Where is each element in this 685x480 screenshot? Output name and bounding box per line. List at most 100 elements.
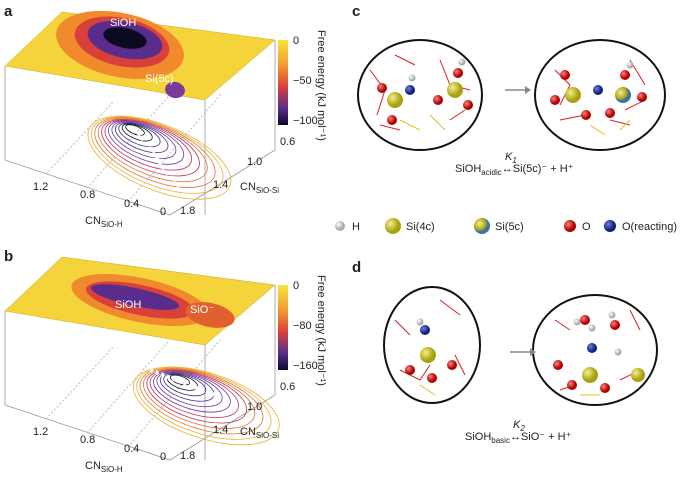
colorbar-tick-label: 0 — [293, 35, 299, 47]
reactant: SiOH — [455, 163, 481, 175]
colorbar-tick-label: 0 — [293, 280, 299, 292]
axis-label-main: CN — [85, 460, 101, 472]
y-tick-label: 1.4 — [213, 424, 228, 436]
axis-label: CNSiO-H — [85, 460, 123, 474]
panel-label: a — [4, 3, 13, 20]
floor-grid — [45, 100, 115, 175]
surface-region — [185, 302, 235, 328]
contour — [111, 121, 177, 159]
colorbar-title: Free energy (kJ mol⁻¹) — [315, 275, 327, 386]
x-tick-label: 1.2 — [33, 181, 48, 193]
x-tick-label: 0 — [160, 451, 166, 463]
contour — [153, 371, 231, 413]
legend-label: H — [352, 221, 360, 233]
y-tick-label: 1.0 — [247, 156, 262, 168]
legend-label: O — [582, 221, 591, 233]
contour — [118, 122, 161, 148]
contour — [121, 123, 153, 142]
surface-region — [165, 81, 185, 99]
contour — [139, 368, 264, 435]
contour — [132, 366, 280, 446]
y-tick-label: 1.4 — [213, 179, 228, 191]
axis-label: CNSiO-H — [85, 215, 123, 229]
colorbar-tick-label: −160 — [293, 360, 318, 372]
contour — [146, 369, 248, 424]
products: Si(5c)⁻ + H⁺ — [513, 163, 574, 175]
surface-label: Si(5c) — [145, 73, 174, 85]
x-tick-label: 0.4 — [124, 443, 139, 455]
colorbar-tick-label: −80 — [293, 320, 312, 332]
contour — [163, 373, 207, 397]
axis-label: CNSiO-Si — [240, 426, 279, 440]
colorbar-tick-label: −50 — [293, 75, 312, 87]
atoms — [377, 58, 647, 125]
x-tick-label: 0.8 — [80, 434, 95, 446]
axis-label: CNSiO-Si — [240, 181, 279, 195]
k: K — [513, 419, 521, 431]
subscript: 2 — [519, 424, 525, 433]
x-tick-label: 1.2 — [33, 426, 48, 438]
contour — [90, 116, 224, 194]
contour — [104, 119, 192, 171]
panel-label: c — [352, 3, 360, 20]
panel-label: d — [352, 259, 361, 276]
contour — [108, 120, 185, 165]
axis-label-sub: SiO-H — [101, 220, 123, 229]
y-tick-label: 1.8 — [180, 205, 195, 217]
x-tick-label: 0 — [160, 206, 166, 218]
contour — [94, 117, 216, 188]
k: K — [505, 151, 513, 163]
subscript: 1 — [512, 156, 516, 165]
equation: SiOHacidic↔Si(5c)⁻ + H⁺ — [455, 163, 574, 177]
x-tick-label: 0.8 — [80, 189, 95, 201]
floor-grid — [86, 96, 169, 189]
contour — [87, 115, 232, 200]
y-tick-label: 1.8 — [180, 450, 195, 462]
colorbar-title: Free energy (kJ mol⁻¹) — [315, 30, 327, 141]
reactant: SiOH — [465, 431, 491, 443]
axis-label-main: CN — [240, 426, 256, 438]
legend: H Si(4c) Si(5c) O O(reacting) — [335, 218, 677, 234]
colorbar — [278, 285, 288, 370]
molecule-box — [383, 286, 658, 406]
molecule-box — [357, 39, 666, 151]
surface-label: SiOH — [110, 17, 136, 29]
products: SiO⁻ + H⁺ — [521, 431, 572, 443]
atoms — [405, 311, 645, 393]
surface-label: SiOH — [115, 299, 141, 311]
box-edge — [4, 40, 276, 216]
arrow: ↔ — [510, 431, 521, 443]
box-edge — [4, 285, 276, 461]
axis-label-sub: SiO-Si — [256, 186, 279, 195]
axis-label-sub: SiO-H — [101, 465, 123, 474]
contour — [143, 368, 256, 429]
legend-label: Si(4c) — [406, 221, 435, 233]
axis-label-main: CN — [240, 181, 256, 193]
colorbar — [278, 40, 288, 125]
surface-label: SiO⁻ — [190, 304, 214, 316]
contour — [170, 374, 190, 386]
surface-region — [103, 27, 147, 49]
contour — [101, 118, 200, 177]
contour — [149, 370, 239, 418]
axis-label-main: CN — [85, 215, 101, 227]
subscript: basic — [491, 436, 510, 445]
contour — [156, 371, 223, 408]
x-tick-label: 0.4 — [124, 198, 139, 210]
y-tick-label: 1.0 — [247, 401, 262, 413]
colorbar-tick-label: −100 — [293, 115, 318, 127]
arrow: ↔ — [502, 163, 513, 175]
contour — [136, 367, 272, 440]
surface-region — [90, 284, 180, 310]
constant: K1 — [505, 151, 517, 165]
axis-label-sub: SiO-Si — [256, 431, 279, 440]
contour — [125, 124, 145, 136]
panel-label: b — [4, 248, 13, 265]
legend-label: Si(5c) — [495, 221, 524, 233]
y-tick-label: 0.6 — [280, 136, 295, 148]
floor-grid — [86, 341, 169, 434]
floor-grid — [45, 345, 115, 420]
